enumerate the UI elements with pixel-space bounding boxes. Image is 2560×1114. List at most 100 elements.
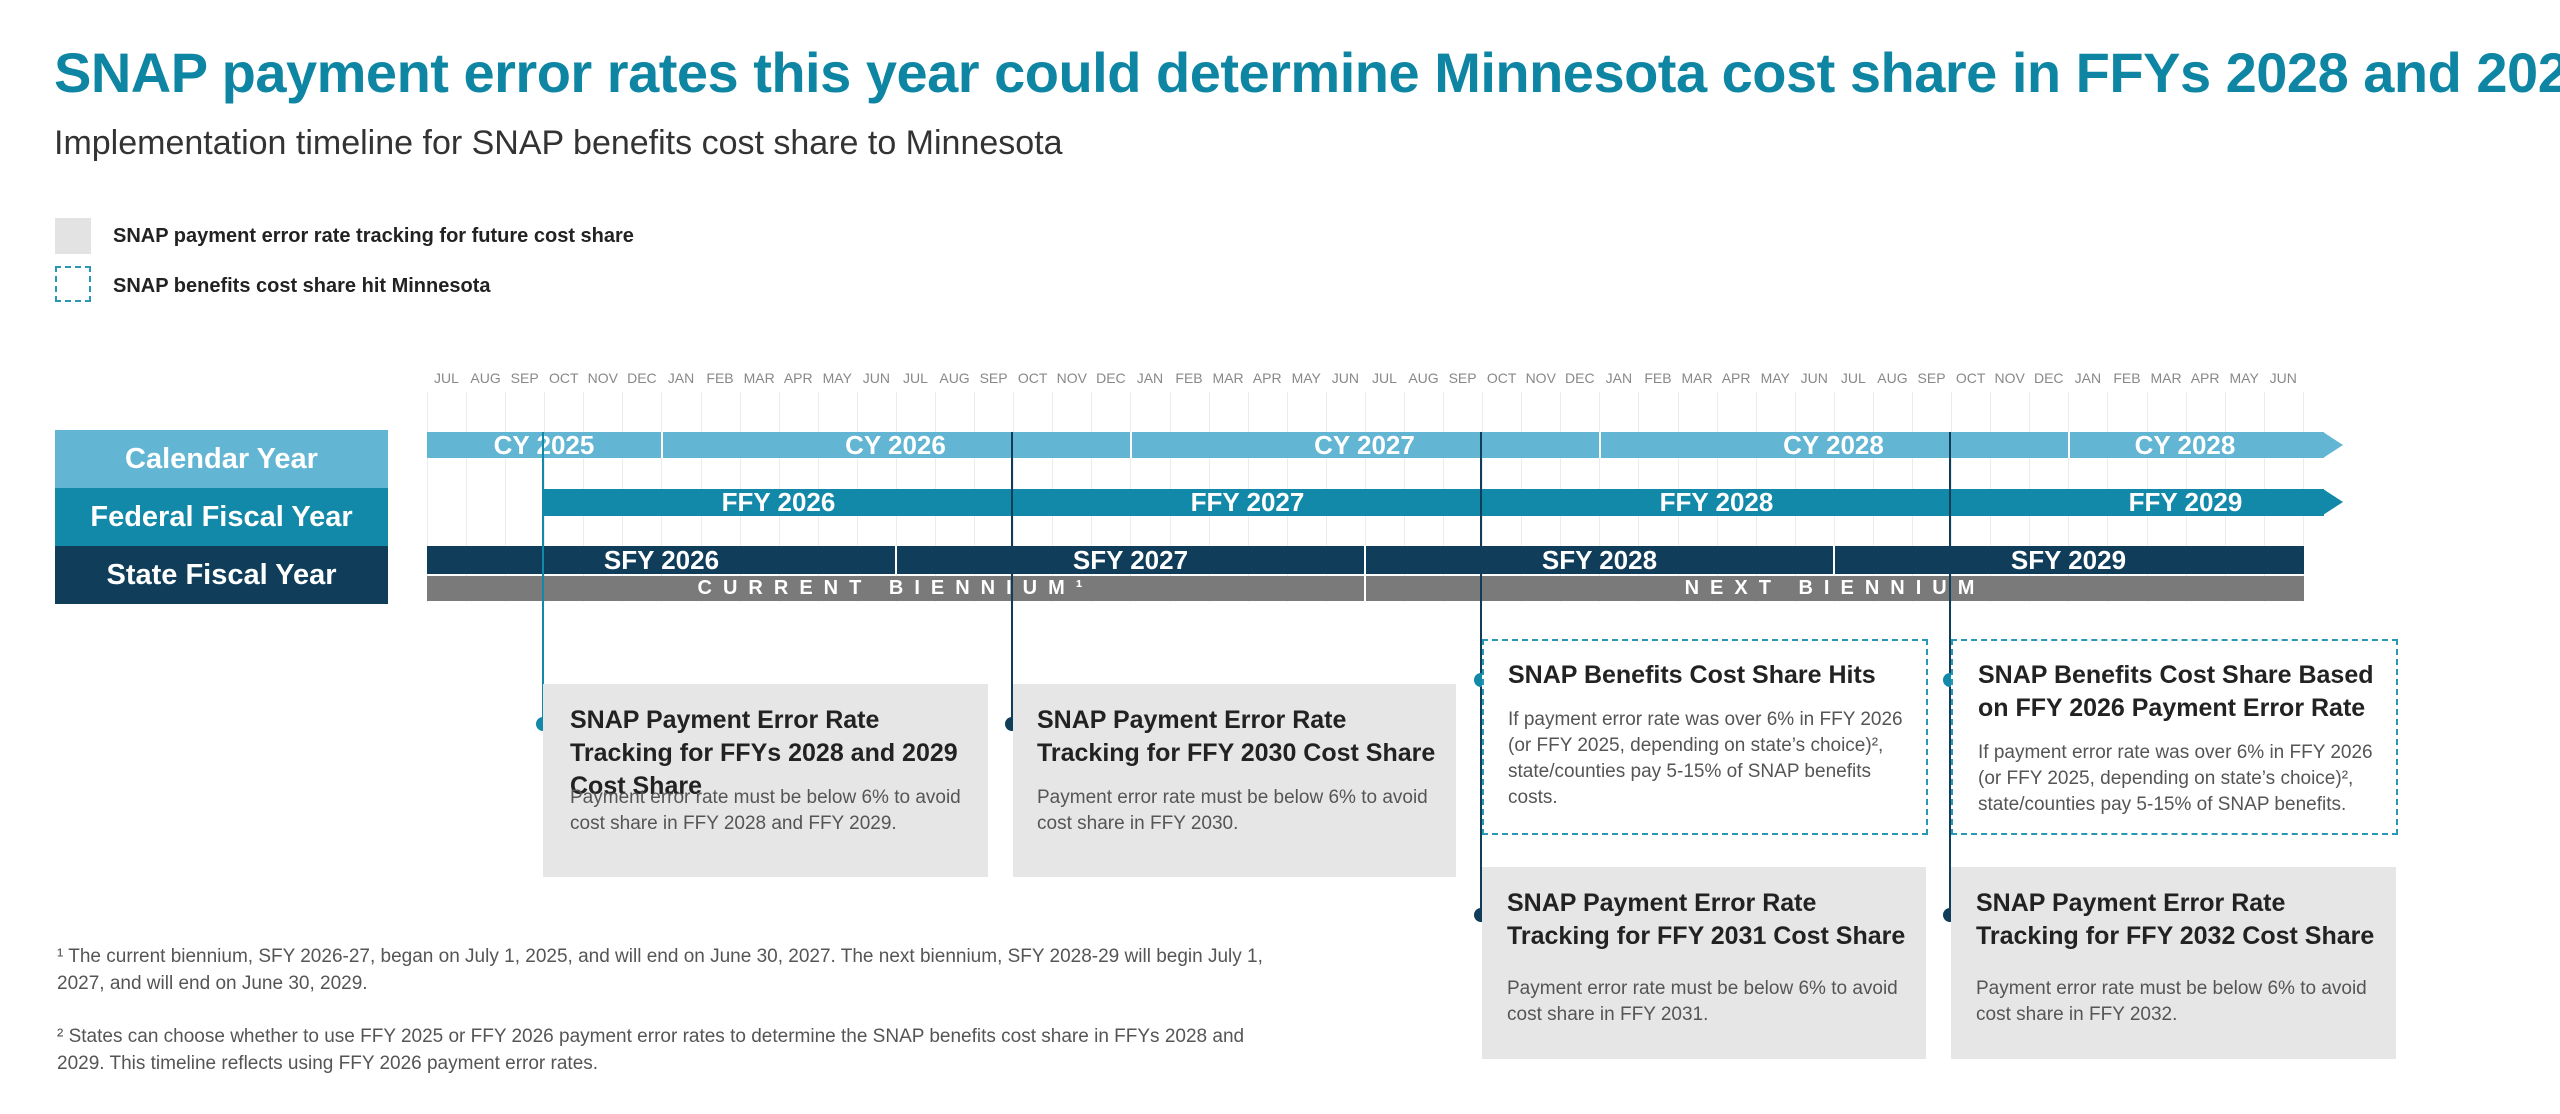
month-label: AUG [939, 370, 970, 386]
tracking-box-ffy-2032: SNAP Payment Error Rate Tracking for FFY… [1951, 867, 2396, 1059]
month-label: AUG [470, 370, 501, 386]
month-label: OCT [548, 370, 579, 386]
month-label: OCT [1955, 370, 1986, 386]
calendar-year-label: CY 2026 [845, 430, 946, 460]
box-body: Payment error rate must be below 6% to a… [570, 787, 961, 834]
calendar-year-bar [427, 432, 2324, 458]
month-label: JUN [862, 370, 890, 386]
month-label: JUL [434, 370, 459, 386]
federal-fiscal-year-label: FFY 2027 [1190, 487, 1305, 517]
month-label: JAN [1136, 370, 1164, 386]
federal-fiscal-year-label: FFY 2029 [2128, 487, 2243, 517]
month-label: OCT [1017, 370, 1048, 386]
connector-line [1011, 432, 1013, 725]
state-fiscal-year-divider [1364, 546, 1366, 601]
month-label: JAN [667, 370, 695, 386]
month-label: JUN [1331, 370, 1359, 386]
state-fiscal-year-divider [1833, 546, 1835, 574]
month-label: FEB [2113, 370, 2141, 386]
month-label: NOV [587, 370, 618, 386]
month-label: JUL [903, 370, 928, 386]
calendar-year-label: CY 2028 [2134, 430, 2236, 460]
current-biennium-label: CURRENT BIENNIUM¹ [697, 577, 1094, 599]
tracking-box-ffy-2028-2029: SNAP Payment Error Rate Tracking for FFY… [543, 684, 988, 877]
row-label-federal-fiscal-year: Federal Fiscal Year [55, 488, 388, 546]
cost-share-based-box: SNAP Benefits Cost Share Based on FFY 20… [1951, 639, 2398, 835]
month-label: MAY [822, 370, 852, 386]
calendar-year-label: CY 2025 [493, 430, 595, 460]
footnote-1: ¹ The current biennium, SFY 2026-27, beg… [57, 946, 1263, 994]
state-fiscal-year-label: SFY 2026 [603, 545, 720, 575]
month-label: JAN [2074, 370, 2102, 386]
legend-label-hit: SNAP benefits cost share hit Minnesota [113, 275, 491, 297]
row-label-state-fiscal-year: State Fiscal Year [55, 546, 388, 604]
federal-fiscal-year-arrowhead [2323, 489, 2343, 515]
federal-fiscal-year-label: FFY 2028 [1659, 487, 1774, 517]
month-label: JUN [1800, 370, 1828, 386]
month-label: SEP [979, 370, 1008, 386]
box-body: If payment error rate was over 6% in FFY… [1508, 709, 1903, 808]
state-fiscal-year-label: SFY 2028 [1541, 545, 1658, 575]
calendar-year-divider [2068, 432, 2070, 458]
box-body: Payment error rate must be below 6% to a… [1976, 978, 2367, 1025]
month-label: SEP [1448, 370, 1477, 386]
cost-share-hits-box: SNAP Benefits Cost Share Hits If payment… [1482, 639, 1928, 835]
month-label: DEC [2033, 370, 2064, 386]
month-label: AUG [1408, 370, 1439, 386]
legend-swatch-hit [55, 266, 91, 302]
page-title: SNAP payment error rates this year could… [54, 41, 2560, 104]
month-label: MAY [1291, 370, 1321, 386]
month-label: APR [1721, 370, 1751, 386]
box-title: SNAP Benefits Cost Share Based on FFY 20… [1978, 661, 2374, 722]
month-label: APR [2190, 370, 2220, 386]
month-label: DEC [1096, 370, 1126, 386]
month-label: DEC [1565, 370, 1595, 386]
month-label: AUG [1877, 370, 1908, 386]
legend-label-tracking: SNAP payment error rate tracking for fut… [113, 225, 634, 247]
calendar-year-divider [1599, 432, 1601, 458]
row-label-calendar-year: Calendar Year [55, 430, 388, 488]
calendar-year-arrowhead [2323, 432, 2343, 458]
month-label: MAR [1681, 370, 1713, 386]
tracking-box-ffy-2030: SNAP Payment Error Rate Tracking for FFY… [1013, 684, 1456, 877]
box-title: SNAP Payment Error Rate Tracking for FFY… [1976, 889, 2375, 950]
month-label: OCT [1486, 370, 1517, 386]
calendar-year-label: CY 2028 [1783, 430, 1884, 460]
month-gridline [466, 392, 468, 602]
month-label: SEP [510, 370, 539, 386]
calendar-year-divider [1130, 432, 1132, 458]
month-label: JUL [1840, 370, 1866, 386]
next-biennium-label: NEXT BIENNIUM [1684, 577, 1986, 599]
month-label: APR [1252, 370, 1282, 386]
state-fiscal-year-label: SFY 2027 [1072, 545, 1189, 575]
month-gridline [427, 392, 428, 602]
box-title: SNAP Payment Error Rate Tracking for FFY… [570, 706, 958, 800]
box-body: If payment error rate was over 6% in FFY… [1978, 742, 2373, 815]
month-label: SEP [1917, 370, 1946, 386]
month-label: MAR [2150, 370, 2182, 386]
month-label: FEB [1175, 370, 1203, 386]
next-biennium-bar [1366, 576, 2304, 601]
state-fiscal-year-divider [895, 546, 897, 574]
connector-line [542, 432, 544, 725]
month-label: JUL [1371, 370, 1397, 386]
calendar-year-label: CY 2027 [1314, 430, 1415, 460]
box-body: Payment error rate must be below 6% to a… [1037, 787, 1428, 834]
box-title: SNAP Payment Error Rate Tracking for FFY… [1037, 706, 1436, 767]
month-label: MAR [743, 370, 775, 386]
footnote-2: ² States can choose whether to use FFY 2… [57, 1026, 1245, 1074]
box-title: SNAP Payment Error Rate Tracking for FFY… [1507, 889, 1906, 950]
month-gridline [505, 392, 507, 602]
current-biennium-bar [427, 576, 1364, 601]
month-label: NOV [1056, 370, 1087, 386]
legend-swatch-tracking [55, 218, 91, 254]
month-label: FEB [1644, 370, 1672, 386]
month-label: DEC [627, 370, 657, 386]
month-label: APR [783, 370, 813, 386]
page-subtitle: Implementation timeline for SNAP benefit… [54, 124, 1063, 162]
tracking-box-ffy-2031: SNAP Payment Error Rate Tracking for FFY… [1482, 867, 1926, 1059]
month-label: FEB [706, 370, 734, 386]
calendar-year-divider [661, 432, 663, 458]
box-title: SNAP Benefits Cost Share Hits [1508, 661, 1876, 689]
month-label: NOV [1994, 370, 2025, 386]
